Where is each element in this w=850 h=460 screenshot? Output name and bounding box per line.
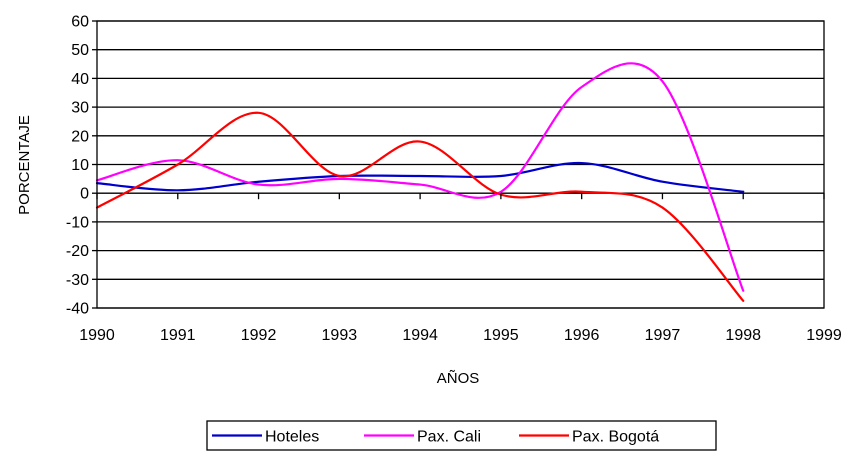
series-line-hoteles (95, 161, 745, 193)
axes: 60 50 40 30 20 10 0 -10 -20 -30 -40 1990 1991 1992 199… (66, 14, 842, 345)
series-lines (95, 62, 745, 302)
series-line-pax-cali (95, 62, 745, 292)
x-tick-label: 1998 (725, 327, 761, 344)
y-tick-label: 60 (71, 14, 89, 31)
y-tick-label: 0 (80, 186, 89, 203)
x-tick-label: 1991 (160, 327, 196, 344)
x-tick-label: 1994 (402, 327, 438, 344)
y-tick-label: -10 (66, 214, 89, 231)
x-tick-label: 1993 (322, 327, 358, 344)
x-tick-label: 1990 (79, 327, 115, 344)
legend-label-pax-bogot: Pax. Bogotá (572, 429, 659, 446)
x-tick-label: 1999 (806, 327, 842, 344)
legend-box (206, 420, 717, 451)
legend-label-hoteles: Hoteles (265, 429, 319, 446)
y-tick-label: -20 (66, 243, 89, 260)
y-tick-label: 50 (71, 42, 89, 59)
plot-area-border (96, 20, 825, 309)
y-tick-label: 40 (71, 71, 89, 88)
x-axis-title: AÑOS (437, 370, 480, 387)
legend-label-pax-cali: Pax. Cali (417, 429, 481, 446)
x-tick-label: 1996 (564, 327, 600, 344)
legend: Hoteles Pax. Cali Pax. Bogotá (206, 420, 717, 451)
y-tick-label: 10 (71, 157, 89, 174)
y-axis-title: PORCENTAJE (16, 115, 33, 215)
y-tick-label: -30 (66, 272, 89, 289)
series-line-pax-bogot (95, 111, 745, 302)
x-tick-label: 1997 (645, 327, 681, 344)
y-tick-label: 30 (71, 100, 89, 117)
y-tick-label: -40 (66, 301, 89, 318)
x-tick-label: 1995 (483, 327, 519, 344)
y-tick-label: 20 (71, 128, 89, 145)
x-tick-label: 1992 (241, 327, 277, 344)
